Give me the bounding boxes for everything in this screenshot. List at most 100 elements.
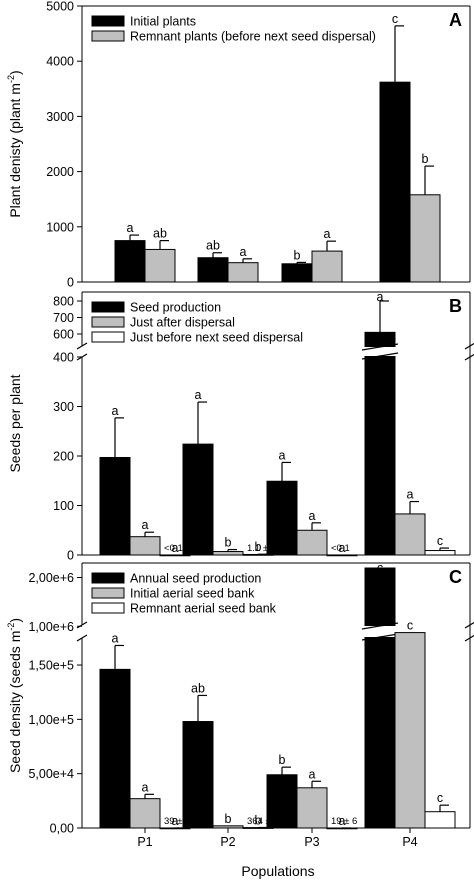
value-label: 1.1 ± 0.5: [247, 543, 284, 554]
significance-letter: b: [255, 814, 262, 828]
y-tick-label: 1000: [46, 220, 74, 234]
legend-swatch: [91, 316, 125, 328]
y-axis-title-text: Plant denisty (plant m: [7, 83, 23, 218]
significance-letter: a: [309, 767, 316, 781]
bar: [227, 262, 259, 283]
legend-swatch: [91, 301, 125, 313]
y-axis-title-superscript: -2: [6, 75, 16, 83]
bar-break-mark: [361, 343, 399, 351]
bar: [144, 248, 176, 283]
y-tick-label: 0: [67, 549, 74, 563]
y-tick-label: 700: [53, 311, 74, 325]
bar: [424, 550, 456, 556]
x-tick-label: P4: [402, 835, 417, 849]
bar: [129, 798, 161, 829]
y-tick-label: 3000: [46, 110, 74, 124]
significance-letter: b: [279, 753, 286, 767]
y-axis-title-superscript: -2: [6, 623, 16, 631]
significance-letter: c: [437, 534, 443, 548]
value-label: 364 ± 91: [247, 816, 284, 827]
bar: [296, 529, 328, 556]
y-tick-label: 800: [53, 295, 74, 309]
y-tick-label: 2,00e+6: [28, 571, 74, 585]
y-tick-label: 5,00e+4: [28, 767, 74, 781]
legend-label: Initial aerial seed bank: [130, 587, 255, 601]
significance-letter: a: [142, 518, 149, 532]
legend-swatch: [91, 602, 125, 614]
bar-break-mark: [361, 633, 399, 641]
axis-break-mark: [76, 342, 88, 350]
bar: [409, 194, 441, 283]
significance-letter: a: [407, 488, 414, 502]
bar: [99, 668, 131, 829]
value-label: <0.1: [164, 543, 183, 554]
significance-letter: a: [172, 814, 179, 828]
bar: [129, 536, 161, 556]
bar: [424, 811, 456, 829]
y-tick-label: 1,00e+5: [28, 713, 74, 727]
bar: [311, 250, 343, 283]
significance-letter: a: [195, 388, 202, 402]
y-tick-label: 1,00e+6: [28, 620, 74, 634]
legend-label: Remnant plants (before next seed dispers…: [130, 30, 376, 44]
significance-letter: a: [309, 509, 316, 523]
axis-break-mark: [76, 621, 88, 629]
y-axis-title-close: ): [7, 70, 23, 75]
bar: [394, 632, 426, 829]
significance-letter: b: [255, 540, 262, 554]
legend-label: Initial plants: [130, 15, 196, 29]
significance-letter: a: [142, 780, 149, 794]
y-axis-title-text: Seed density (seeds m: [7, 631, 23, 773]
panel-label: B: [449, 296, 462, 316]
bar: [394, 513, 426, 556]
x-tick-label: P2: [220, 835, 235, 849]
y-axis-title: Plant denisty (plant m-2): [6, 70, 23, 217]
value-label: 39 ± 9: [164, 816, 190, 827]
y-tick-label: 200: [53, 450, 74, 464]
legend-swatch: [91, 572, 125, 584]
x-axis-title: Populations: [241, 863, 314, 879]
y-tick-label: 4000: [46, 55, 74, 69]
y-tick-label: 0,00: [50, 822, 74, 836]
y-tick-label: 2000: [46, 165, 74, 179]
significance-letter: c: [407, 619, 413, 633]
bars-layer: [99, 25, 456, 830]
significance-letter: ab: [206, 239, 220, 253]
significance-letter: a: [112, 631, 119, 645]
significance-letter: a: [112, 404, 119, 418]
bar: [197, 257, 229, 283]
legend-label: Just before next seed dispersal: [130, 331, 303, 345]
y-tick-label: 600: [53, 328, 74, 342]
significance-letter: b: [225, 536, 232, 550]
bar: [212, 551, 244, 556]
legend-swatch: [91, 30, 125, 42]
legend-swatch: [91, 331, 125, 343]
y-tick-label: 300: [53, 400, 74, 414]
axis-break-mark: [464, 621, 474, 629]
y-axis-title-close: ): [7, 618, 23, 623]
value-label: <0.1: [331, 543, 350, 554]
significance-letter: c: [392, 12, 398, 26]
x-tick-label: P3: [304, 835, 319, 849]
x-tick-label: P1: [137, 835, 152, 849]
bar: [182, 721, 214, 829]
axis-break-mark: [464, 353, 474, 361]
y-axis-title: Seeds per plant: [7, 374, 23, 472]
significance-letter: a: [377, 290, 384, 304]
bar: [182, 443, 214, 556]
significance-letter: a: [339, 814, 346, 828]
legend-swatch: [91, 15, 125, 27]
significance-letter: b: [294, 248, 301, 262]
bar: [281, 263, 313, 283]
y-tick-label: 100: [53, 499, 74, 513]
bar: [364, 331, 396, 556]
y-tick-label: 0: [67, 276, 74, 290]
panel-label: A: [449, 10, 462, 30]
bar: [99, 456, 131, 556]
y-axis-title: Seed density (seeds m-2): [6, 618, 23, 773]
y-tick-label: 1,50e+5: [28, 659, 74, 673]
bar: [379, 81, 411, 283]
